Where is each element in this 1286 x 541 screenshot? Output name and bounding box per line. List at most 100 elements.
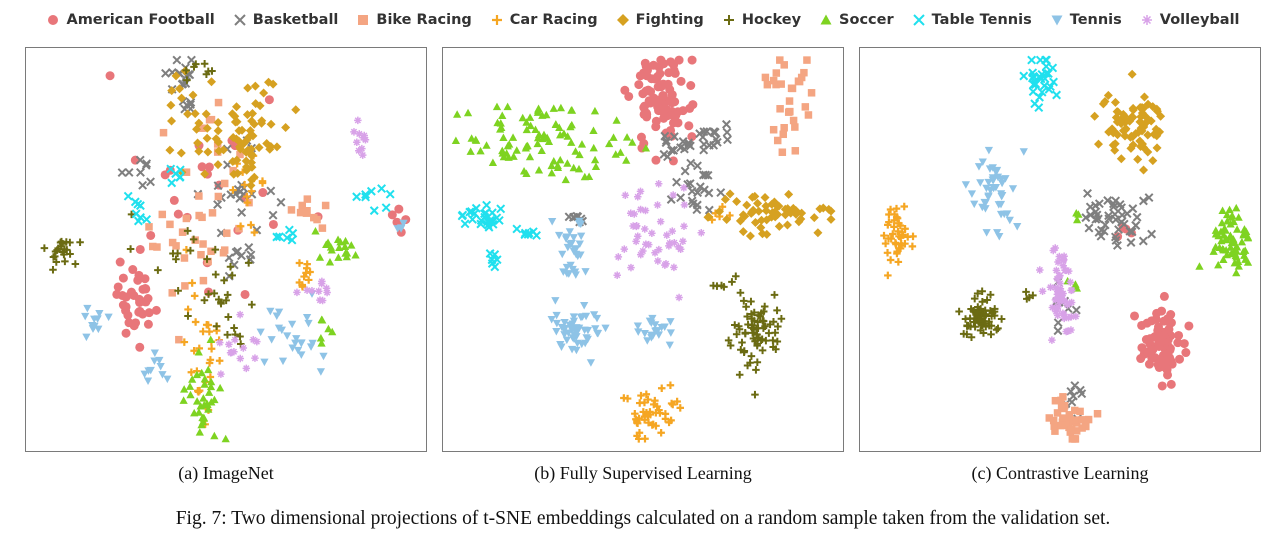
scatter-point [321, 201, 330, 210]
scatter-point [453, 110, 462, 118]
scatter-point [219, 249, 228, 257]
legend-label: Basketball [252, 12, 339, 28]
legend-item: Table Tennis [912, 12, 1032, 28]
scatter-point [81, 312, 90, 321]
scatter-point [250, 81, 260, 91]
scatter-point [566, 122, 575, 131]
scatter-point [166, 164, 176, 174]
scatter-point [268, 210, 278, 220]
scatter-point [1115, 116, 1125, 126]
scatter-point [723, 135, 732, 145]
scatter-point [121, 328, 131, 338]
scatter-point [1240, 251, 1249, 259]
scatter-point [1222, 210, 1232, 219]
scatter-point [353, 138, 361, 147]
scatter-point [1232, 203, 1241, 212]
scatter-point [791, 123, 799, 131]
scatter-point [1159, 291, 1169, 301]
scatter-point [172, 255, 180, 263]
scatter-point [676, 404, 685, 412]
scatter-point [653, 327, 662, 335]
scatter-point [1227, 249, 1236, 258]
scatter-point [990, 305, 999, 313]
scatter-point [997, 179, 1007, 188]
scatter-point [616, 148, 625, 156]
scatter-point [204, 365, 213, 374]
scatter-point [589, 126, 598, 134]
scatter-point [482, 141, 491, 149]
scatter-point [244, 259, 253, 267]
scatter-point [1038, 287, 1047, 295]
scatter-point [747, 297, 755, 306]
scatter-point [569, 163, 578, 172]
scatter-point [1159, 330, 1169, 340]
scatter-point [646, 410, 655, 419]
scatter-point [735, 216, 745, 226]
scatter-point [138, 180, 148, 190]
scatter-point [247, 162, 257, 172]
scatter-point [1008, 185, 1018, 193]
scatter-point [726, 341, 735, 350]
scatter-point [1243, 258, 1253, 266]
scatter-point [1034, 103, 1044, 113]
scatter-point [884, 271, 892, 280]
scatter-point [1049, 246, 1058, 255]
scatter-point [341, 236, 350, 245]
scatter-point [94, 325, 103, 334]
scatter-point [668, 156, 678, 166]
scatter-point [750, 218, 760, 228]
scatter-point [580, 326, 589, 335]
scatter-point [552, 311, 561, 320]
scatter-point [656, 409, 664, 417]
scatter-point [242, 364, 251, 373]
scatter-point [239, 344, 248, 352]
scatter-point [663, 231, 671, 239]
scatter-point [272, 312, 281, 321]
scatter-point [229, 186, 237, 194]
scatter-point [1139, 92, 1149, 102]
scatter-point [476, 146, 485, 155]
scatter-point [573, 252, 582, 261]
scatter-point [1059, 414, 1067, 422]
scatter-point [725, 189, 735, 199]
scatter-point [258, 179, 267, 187]
scatter-point [703, 212, 713, 222]
scatter-point [974, 315, 982, 324]
scatter-point [571, 147, 580, 155]
scatter-point [551, 120, 560, 128]
scatter-point [973, 289, 982, 298]
scatter-point [1072, 208, 1081, 217]
scatter-point [984, 178, 993, 187]
scatter-point [249, 336, 258, 344]
scatter-point [1078, 416, 1086, 424]
scatter-point [1232, 242, 1242, 251]
scatter-point [1144, 193, 1154, 202]
scatter-point [1060, 252, 1068, 261]
scatter-point [995, 232, 1004, 241]
scatter-point [627, 263, 635, 272]
scatter-point [523, 229, 533, 239]
scatter-point [1184, 321, 1194, 331]
scatter-point [476, 216, 486, 225]
scatter-point [656, 217, 665, 226]
scatter-point [658, 91, 668, 101]
scatter-point [753, 358, 762, 366]
scatter-point [256, 328, 265, 337]
scatter-point [503, 102, 512, 111]
scatter-point [636, 187, 645, 196]
scatter-point [1063, 301, 1072, 309]
scatter-point [315, 287, 323, 295]
scatter-point [893, 214, 902, 223]
scatter-point [159, 128, 168, 137]
scatter-point [496, 119, 505, 127]
scatter-point [1214, 231, 1223, 240]
scatter-point [183, 227, 192, 235]
scatter-point [179, 396, 188, 404]
scatter-point [303, 206, 311, 215]
scatter-point [1111, 113, 1121, 123]
scatter-point [347, 241, 356, 249]
scatter-point [1229, 238, 1238, 246]
scatter-point [205, 388, 214, 396]
scatter-point [569, 313, 578, 321]
scatter-point [167, 178, 177, 188]
